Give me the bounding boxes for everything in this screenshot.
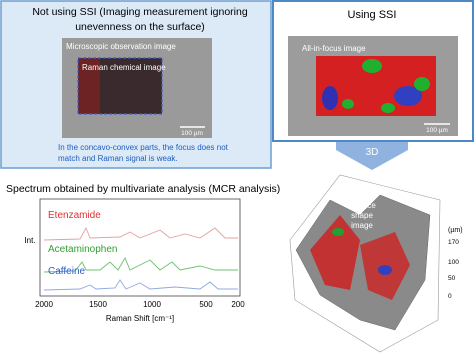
- surface-map: [310, 215, 360, 290]
- z-tick-label: 50: [448, 275, 456, 282]
- scale-label: 100 µm: [181, 130, 203, 137]
- right-title: Using SSI: [348, 9, 397, 21]
- component-label: Acetaminophen: [48, 244, 118, 255]
- blob: [322, 86, 338, 110]
- x-label: Raman Shift [cm⁻¹]: [106, 314, 174, 323]
- caption: In the concavo-convex parts, the focus d…: [58, 143, 229, 152]
- blob: [332, 228, 344, 236]
- surface-label: image: [351, 221, 373, 230]
- caffeine-spectrum: [43, 279, 238, 291]
- plot-box: [289, 174, 441, 353]
- component-label: Etenzamide: [48, 210, 101, 221]
- raman-edge: [78, 58, 100, 114]
- x-tick-label: 1000: [143, 300, 161, 309]
- surface-label: Surface: [348, 201, 376, 210]
- x-tick-label: 200: [231, 300, 245, 309]
- blob: [414, 77, 430, 91]
- spectrum-title: Spectrum obtained by multivariate analys…: [6, 183, 280, 195]
- arrow: [336, 142, 408, 170]
- blob: [378, 265, 392, 275]
- component-label: Caffeine: [48, 266, 86, 277]
- z-tick-label: 170: [448, 239, 459, 246]
- x-tick-label: 500: [199, 300, 213, 309]
- blob: [381, 103, 395, 113]
- surface-label: shape: [351, 211, 373, 220]
- plot-frame: [39, 198, 241, 297]
- z-tick-label: 0: [448, 293, 452, 300]
- caption: match and Raman signal is weak.: [58, 154, 178, 163]
- z-tick-label: 100: [448, 259, 459, 266]
- acetaminophen-spectrum: [43, 256, 238, 273]
- left-title: unevenness on the surface): [75, 21, 205, 33]
- x-tick-label: 2000: [35, 300, 53, 309]
- raman-label: Raman chemical image: [82, 63, 166, 72]
- left-title: Not using SSI (Imaging measurement ignor…: [32, 6, 248, 18]
- arrow-label: 3D: [366, 147, 379, 158]
- z-unit: (µm): [448, 227, 463, 234]
- blob: [394, 86, 422, 106]
- scale-label: 100 µm: [426, 127, 448, 134]
- y-label: Int.: [24, 236, 35, 245]
- etenzamide-spectrum: [43, 226, 238, 241]
- x-tick-label: 1500: [89, 300, 107, 309]
- blob: [342, 99, 354, 109]
- raman-frame: [77, 57, 163, 115]
- image-label: All-in-focus image: [302, 44, 366, 53]
- image-label: Microscopic observation image: [66, 42, 176, 51]
- blob: [362, 59, 382, 73]
